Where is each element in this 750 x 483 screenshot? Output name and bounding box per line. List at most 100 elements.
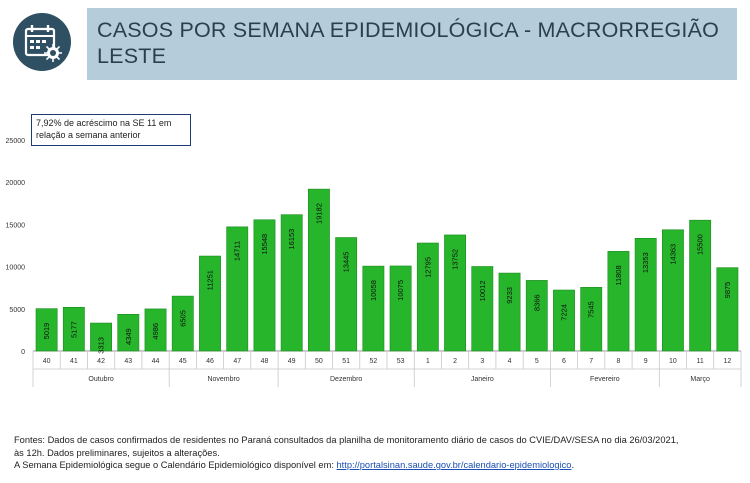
bar-data-label: 7545	[587, 301, 596, 318]
bar-data-label: 5019	[42, 323, 51, 340]
bar	[362, 265, 385, 352]
footer-line-2: às 12h. Dados preliminares, sujeitos a a…	[14, 447, 220, 458]
bar-data-label: 3313	[97, 337, 106, 354]
page-title: CASOS POR SEMANA EPIDEMIOLÓGICA - MACROR…	[97, 18, 720, 68]
bar-data-label: 14711	[233, 241, 242, 261]
bar	[444, 234, 466, 352]
bar-data-label: 7224	[560, 304, 569, 321]
month-label: Janeiro	[471, 376, 494, 383]
y-tick-label: 15000	[6, 222, 26, 229]
x-tick-label: 8	[617, 358, 621, 365]
bar-data-label: 11251	[206, 270, 215, 290]
bar	[662, 229, 684, 352]
x-tick-label: 5	[535, 358, 539, 365]
month-label: Dezembro	[330, 376, 362, 383]
x-tick-label: 52	[369, 358, 377, 365]
bar	[62, 307, 85, 352]
bar	[171, 295, 194, 352]
bar	[689, 219, 712, 352]
bar	[416, 242, 439, 352]
bar-data-label: 4349	[124, 328, 133, 345]
bar	[607, 251, 630, 352]
bar	[308, 188, 330, 352]
bar-data-label: 13752	[451, 249, 460, 270]
y-tick-label: 10000	[6, 265, 26, 272]
bar-data-label: 6505	[178, 310, 187, 327]
x-tick-label: 10	[669, 358, 677, 365]
bar-data-label: 13353	[641, 252, 650, 273]
x-tick-label: 41	[70, 358, 78, 365]
x-tick-label: 50	[315, 358, 323, 365]
bar	[498, 272, 521, 352]
bar	[716, 267, 739, 352]
footer-line-3-suffix: .	[571, 460, 575, 470]
bar	[553, 289, 575, 352]
x-tick-label: 43	[124, 358, 132, 365]
bar	[253, 219, 276, 352]
bar-data-label: 9233	[505, 287, 514, 304]
x-tick-label: 1	[426, 358, 430, 365]
x-tick-label: 49	[288, 358, 296, 365]
bar-data-label: 10075	[396, 280, 405, 301]
bar-data-label: 15548	[260, 234, 269, 255]
bar-data-label: 19182	[314, 203, 323, 224]
month-label: Outubro	[88, 376, 113, 383]
footer-line-1: Fontes: Dados de casos confirmados de re…	[14, 435, 679, 445]
bar-data-label: 8366	[532, 294, 541, 311]
bar-data-label: 15500	[696, 234, 705, 255]
bar	[144, 308, 167, 352]
bar-data-label: 11808	[614, 265, 623, 285]
x-tick-label: 2	[453, 358, 457, 365]
x-tick-label: 6	[562, 358, 566, 365]
bar-data-label: 10012	[478, 280, 487, 301]
bar	[226, 226, 249, 352]
month-label: Março	[690, 376, 710, 383]
x-tick-label: 11	[697, 358, 704, 365]
x-tick-label: 47	[233, 358, 241, 365]
y-tick-label: 20000	[6, 180, 26, 187]
bar-data-label: 4986	[151, 323, 160, 340]
annotation-box: 7,92% de acréscimo na SE 11 em relação a…	[31, 114, 191, 146]
footer-line-3-prefix: A Semana Epidemiológica segue o Calendár…	[14, 460, 337, 470]
x-tick-label: 9	[644, 358, 648, 365]
x-tick-label: 53	[397, 358, 405, 365]
x-tick-label: 45	[179, 358, 187, 365]
x-tick-label: 51	[342, 358, 350, 365]
bar	[389, 265, 412, 352]
bar	[280, 214, 303, 352]
x-tick-label: 46	[206, 358, 214, 365]
x-tick-label: 7	[589, 358, 593, 365]
x-tick-label: 12	[723, 358, 731, 365]
x-tick-label: 4	[508, 358, 512, 365]
bar-data-label: 14363	[668, 244, 677, 265]
month-label: Fevereiro	[590, 376, 620, 383]
bar-data-label: 12795	[423, 257, 432, 278]
bar	[199, 255, 221, 352]
bar	[35, 308, 58, 352]
y-tick-label: 0	[21, 349, 25, 356]
bar-data-label: 10058	[369, 280, 378, 301]
calendar-virus-icon	[13, 13, 71, 71]
footer-notes: Fontes: Dados de casos confirmados de re…	[14, 434, 739, 472]
bar	[471, 266, 494, 352]
x-tick-label: 40	[43, 358, 51, 365]
header-band	[87, 8, 737, 80]
bar-data-label: 5177	[69, 321, 78, 338]
month-label: Novembro	[207, 376, 239, 383]
bar-data-label: 13445	[342, 252, 351, 273]
bar-data-label: 9875	[723, 282, 732, 299]
bar	[634, 238, 657, 352]
x-tick-label: 42	[97, 358, 105, 365]
y-tick-label: 25000	[6, 138, 26, 145]
x-tick-label: 3	[480, 358, 484, 365]
calendar-link[interactable]: http://portalsinan.saude.gov.br/calendar…	[336, 460, 572, 470]
bar	[90, 322, 112, 352]
y-tick-label: 5000	[9, 307, 25, 314]
footer-line-3: A Semana Epidemiológica segue o Calendár…	[14, 459, 739, 472]
bar-data-label: 16153	[287, 229, 296, 250]
x-tick-label: 48	[261, 358, 269, 365]
bar	[525, 280, 548, 352]
bar	[335, 237, 358, 352]
x-tick-label: 44	[152, 358, 160, 365]
